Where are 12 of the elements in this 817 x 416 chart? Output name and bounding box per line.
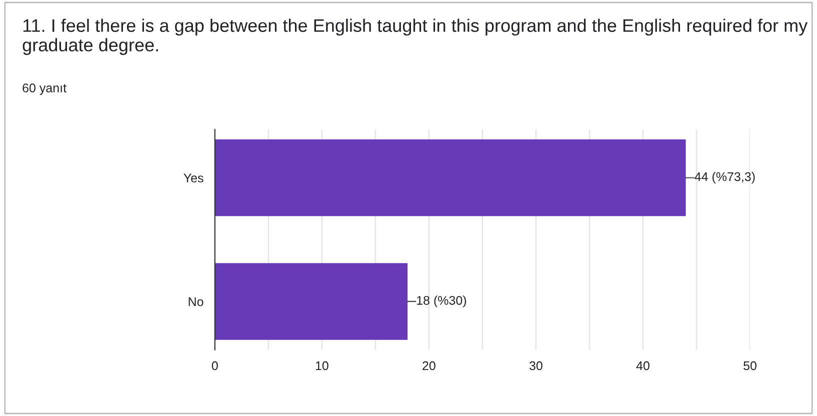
x-tick-label: 0 [212, 361, 218, 370]
chart-title: 11. I feel there is a gap between the English taught in this program and the English required for my graduate degree. [22, 18, 808, 55]
y-tick-label: Yes [184, 174, 204, 182]
x-tick-label: 30 [529, 361, 542, 370]
text: 60 yanıt [22, 84, 66, 95]
data-label: 44 (%73,3) [694, 172, 755, 184]
y-tick-label: No [188, 297, 204, 306]
data-label: 18 (%30) [417, 296, 466, 308]
x-tick-label: 50 [744, 361, 756, 370]
x-tick-label: 20 [422, 361, 436, 370]
x-tick-label: 40 [636, 361, 650, 370]
x-tick-label: 10 [316, 361, 328, 370]
